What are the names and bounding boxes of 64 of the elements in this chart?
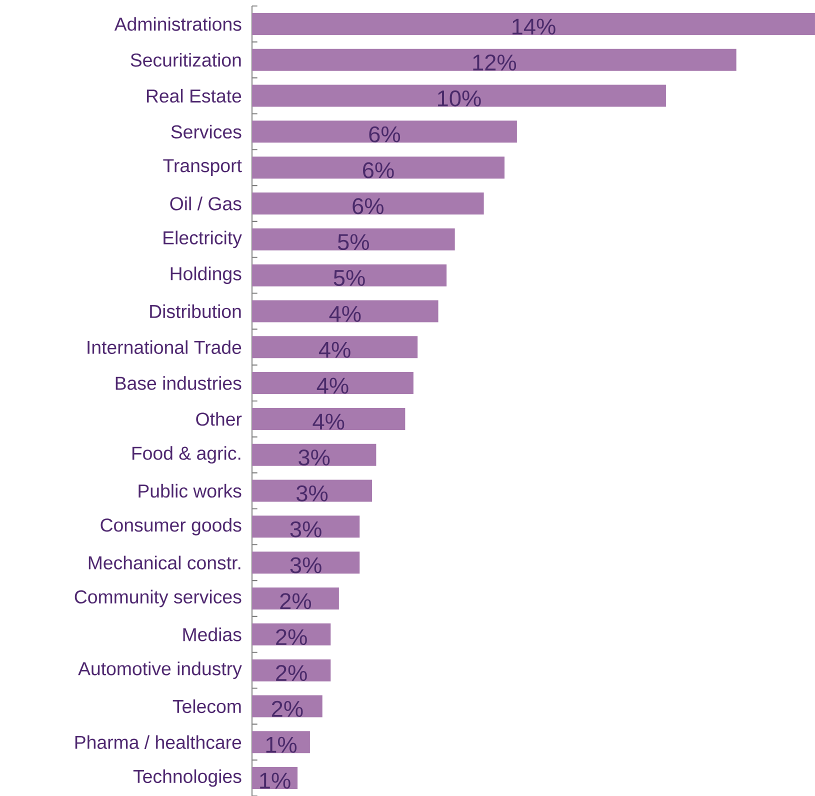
y-tick-label: Consumer goods xyxy=(100,518,242,536)
data-label: 1% xyxy=(266,736,297,753)
y-tick-label: Electricity xyxy=(164,230,242,248)
y-tick-label: Real Estate xyxy=(146,88,242,103)
data-label: 6% xyxy=(369,126,400,142)
y-tick-label: Community services xyxy=(74,590,242,608)
y-tick-label: Base industries xyxy=(116,376,242,390)
y-tick-label: Public works xyxy=(138,484,242,498)
y-tick-label: Distribution xyxy=(150,304,241,318)
bar xyxy=(252,12,815,35)
bar xyxy=(252,480,372,502)
data-label: 2% xyxy=(276,665,307,681)
data-label: 2% xyxy=(280,593,312,610)
bar xyxy=(252,372,414,394)
y-tick-label: International Trade xyxy=(88,340,242,354)
data-label: 3% xyxy=(290,521,322,538)
y-tick-label: Mechanical constr. xyxy=(88,556,240,570)
bar xyxy=(252,408,406,430)
data-label: 4% xyxy=(312,414,344,430)
y-tick-label: Pharma / healthcare xyxy=(75,735,242,749)
data-label: 3% xyxy=(298,450,330,466)
y-tick-label: Telecom xyxy=(172,699,241,714)
data-label: 6% xyxy=(352,198,384,214)
bar xyxy=(252,300,438,322)
bar xyxy=(252,552,360,574)
bar xyxy=(252,84,666,107)
data-label: 6% xyxy=(363,162,394,178)
bar xyxy=(252,336,418,358)
bar xyxy=(252,228,455,250)
bar xyxy=(252,587,339,610)
y-tick-label: Services xyxy=(171,124,242,139)
bar xyxy=(252,659,331,682)
y-tick-label: Technologies xyxy=(133,769,242,787)
bar xyxy=(252,120,517,143)
data-label: 1% xyxy=(260,772,290,789)
bar xyxy=(252,48,736,71)
y-tick-label: Administrations xyxy=(114,17,242,31)
data-label: 12% xyxy=(473,54,516,71)
data-label: 5% xyxy=(334,270,365,286)
bar xyxy=(252,516,360,538)
data-label: 14% xyxy=(512,18,556,35)
y-tick-label: Other xyxy=(196,412,242,426)
y-tick-label: Securitization xyxy=(130,53,241,67)
y-tick-label: Automotive industry xyxy=(78,662,242,680)
data-label: 10% xyxy=(438,90,481,106)
data-label: 4% xyxy=(316,378,348,394)
y-tick-label: Holdings xyxy=(170,266,242,284)
bar xyxy=(252,623,331,646)
bar xyxy=(252,695,322,718)
bar xyxy=(252,444,376,466)
y-tick-label: Medias xyxy=(183,628,242,642)
bar xyxy=(252,264,447,286)
y-tick-label: Oil / Gas xyxy=(170,196,242,210)
data-label: 2% xyxy=(272,700,303,717)
data-label: 2% xyxy=(276,629,307,646)
y-tick-label: Food & agric. xyxy=(132,446,240,464)
bar xyxy=(252,192,484,214)
y-tick-label: Transport xyxy=(163,159,242,176)
bar xyxy=(252,156,505,179)
data-label: 4% xyxy=(318,342,350,358)
data-label: 3% xyxy=(296,485,328,502)
data-label: 4% xyxy=(329,306,361,322)
data-label: 3% xyxy=(290,557,322,574)
data-label: 5% xyxy=(338,234,369,250)
